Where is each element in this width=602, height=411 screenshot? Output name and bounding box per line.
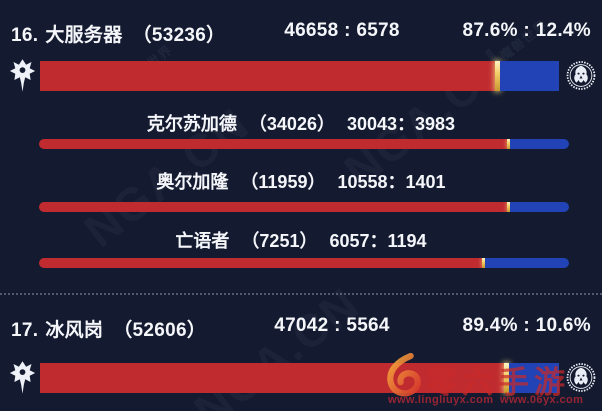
realm-row-label: 奥尔加隆 （11959） 10558：1401: [0, 168, 602, 194]
realm-name: 奥尔加隆: [156, 172, 229, 192]
watermark-url: www.lingliuyx.com: [388, 394, 494, 406]
watermark-url: www.06yx.com: [500, 394, 584, 406]
realm-ratio-bar: [39, 258, 569, 268]
alliance-bar-segment: [509, 139, 569, 149]
server-faction-counts: 47042 : 5564: [274, 315, 390, 336]
alliance-icon: [566, 360, 596, 395]
faction-ratio-bar: [40, 363, 559, 393]
realm-row-label: 克尔苏加德 （34026） 30043：3983: [0, 110, 602, 136]
server-rank: 17.: [11, 320, 39, 341]
realm-total: （7251）: [241, 231, 318, 251]
server-name: 大服务器: [45, 25, 123, 46]
realm-row-label: 亡语者 （7251） 6057：1194: [0, 227, 602, 253]
alliance-bar-segment: [509, 202, 569, 212]
bar-divider-flame: [481, 258, 485, 268]
alliance-bar-segment: [508, 363, 559, 393]
server-row-header: 17. 冰风岗 （52606）: [11, 315, 206, 342]
bar-divider-flame: [494, 61, 500, 91]
alliance-bar-segment: [499, 61, 559, 91]
server-faction-percents: 89.4% : 10.6%: [462, 315, 591, 336]
realm-counts: 30043：3983: [346, 114, 456, 134]
horde-bar-segment: [39, 258, 482, 268]
server-total: （53236）: [132, 25, 226, 46]
alliance-icon: [566, 58, 596, 93]
realm-total: （34026）: [248, 114, 335, 134]
horde-icon: [9, 359, 36, 396]
server-faction-counts: 46658 : 6578: [284, 20, 400, 41]
alliance-bar-segment: [484, 258, 569, 268]
horde-icon: [9, 57, 36, 94]
server-total: （52606）: [113, 320, 207, 341]
server-row-header: 16. 大服务器 （53236）: [11, 20, 225, 47]
realm-total: （11959）: [240, 172, 326, 192]
bar-divider-flame: [503, 363, 509, 393]
horde-bar-segment: [39, 202, 507, 212]
section-separator: [0, 293, 602, 295]
realm-ratio-bar: [39, 202, 569, 212]
flame-six-logo-icon: [382, 352, 424, 399]
realm-name: 克尔苏加德: [146, 114, 237, 134]
horde-bar-segment: [40, 61, 495, 91]
horde-bar-segment: [40, 363, 504, 393]
bar-divider-flame: [506, 139, 510, 149]
realm-counts: 10558：1401: [337, 172, 446, 192]
bar-divider-flame: [506, 202, 510, 212]
horde-bar-segment: [39, 139, 507, 149]
server-name: 冰风岗: [45, 320, 104, 341]
realm-ratio-bar: [39, 139, 569, 149]
faction-ratio-bar: [40, 61, 559, 91]
realm-counts: 6057：1194: [329, 231, 427, 251]
realm-name: 亡语者: [175, 231, 230, 251]
watermark-brand-text: 零六手游: [426, 365, 570, 400]
server-faction-percents: 87.6% : 12.4%: [462, 20, 591, 41]
server-rank: 16.: [11, 25, 39, 46]
